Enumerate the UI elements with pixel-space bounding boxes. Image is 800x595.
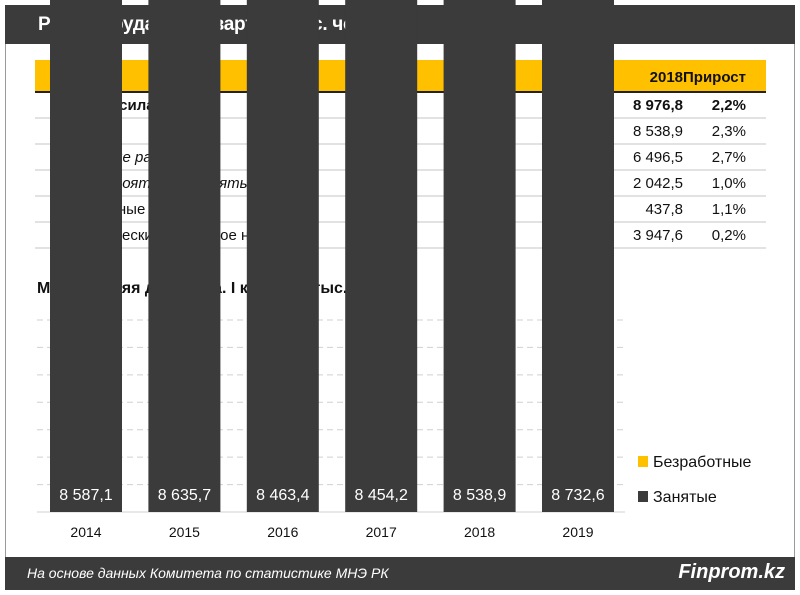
value-growth: 1,0% — [683, 170, 766, 197]
bar-employed-2018 — [443, 0, 516, 513]
data-label: 8 463,4 — [256, 487, 309, 504]
x-tick-label: 2014 — [70, 524, 101, 540]
data-label: 8 538,9 — [453, 487, 506, 504]
value-growth: 2,7% — [683, 144, 766, 171]
source-note: На основе данных Комитета по статистике … — [27, 565, 389, 581]
footer: На основе данных Комитета по статистике … — [5, 557, 795, 590]
data-label: 8 587,1 — [59, 487, 112, 504]
x-tick-label: 2016 — [267, 524, 298, 540]
data-label: 8 635,7 — [158, 487, 211, 504]
x-tick-label: 2015 — [169, 524, 200, 540]
value-growth: 2,2% — [683, 92, 766, 119]
value-growth: 1,1% — [683, 196, 766, 223]
legend-label: Занятые — [653, 489, 717, 506]
value-growth: 2,3% — [683, 118, 766, 145]
legend-label: Безработные — [653, 454, 752, 471]
x-tick-label: 2019 — [562, 524, 593, 540]
legend-swatch — [638, 456, 648, 467]
value-2018: 2 042,5 — [599, 170, 684, 197]
data-label: 8 732,6 — [551, 487, 604, 504]
bar-employed-2019 — [542, 0, 614, 513]
bar-employed-2016 — [246, 0, 319, 512]
value-growth: 0,2% — [683, 222, 766, 249]
bar-employed-2014 — [50, 0, 122, 512]
x-tick-label: 2017 — [366, 524, 397, 540]
x-tick-label: 2018 — [464, 524, 495, 540]
column-header-growth: Прирост — [683, 60, 766, 93]
data-label: 8 454,2 — [355, 487, 408, 504]
bar-employed-2017 — [345, 0, 418, 512]
brand-logo: Finprom.kz — [678, 561, 785, 583]
legend-swatch — [638, 491, 648, 502]
bar-employed-2015 — [148, 0, 221, 512]
